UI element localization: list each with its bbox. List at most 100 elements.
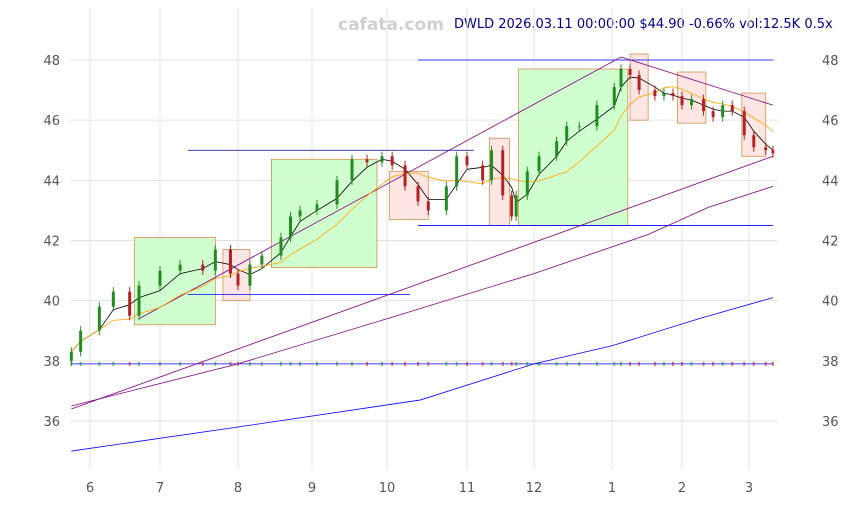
volume-bar (490, 361, 493, 366)
volume-bar (70, 361, 73, 366)
volume-bar (515, 361, 518, 366)
candle (403, 160, 407, 366)
candle-body (158, 270, 162, 286)
volume-bar (501, 361, 504, 366)
candle-body (426, 201, 430, 211)
line-trend-lower (71, 155, 774, 410)
line-trend-upper (138, 56, 774, 320)
volume-bar (445, 361, 448, 366)
volume-bar (289, 361, 292, 366)
y-tick-label-right: 40 (822, 295, 839, 310)
candle-body (612, 87, 616, 106)
candle-body (510, 195, 514, 217)
volume-bar (721, 361, 724, 366)
volume-bar (229, 361, 232, 366)
y-tick-label-left: 48 (43, 54, 60, 69)
candle-body (752, 135, 756, 148)
x-tick-label: 6 (86, 481, 94, 496)
volume-bar (764, 361, 767, 366)
candle (565, 121, 569, 366)
x-tick-label: 7 (156, 481, 164, 496)
volume-bar (578, 361, 581, 366)
candle (671, 88, 675, 366)
candle-body (702, 99, 706, 112)
candle-body (555, 141, 559, 157)
candle (178, 260, 182, 366)
x-tick-label: 2 (678, 481, 686, 496)
volume-bar (526, 361, 529, 366)
volume-bar (752, 361, 755, 366)
candle-body (525, 171, 529, 196)
candle (335, 175, 339, 366)
candle (628, 64, 632, 366)
candle-body (711, 111, 715, 118)
candle (315, 199, 319, 366)
candle-body (577, 126, 581, 128)
candle-body (315, 204, 319, 211)
candle-body (137, 285, 141, 316)
volume-bar (455, 361, 458, 366)
candle-body (764, 147, 768, 151)
volume-bar (159, 361, 161, 366)
volume-bar (662, 361, 665, 366)
y-tick-label-right: 48 (822, 54, 839, 69)
volume-bar (731, 361, 734, 366)
candle (416, 181, 420, 366)
candle (97, 302, 101, 366)
x-tick-label: 10 (379, 481, 396, 496)
candle-body (380, 156, 384, 163)
candle-body (279, 237, 283, 256)
volume-bar (565, 361, 568, 366)
candle-body (260, 255, 264, 265)
volume-bar (391, 361, 394, 366)
candle-body (771, 150, 775, 154)
candle-body (69, 351, 73, 361)
candle (69, 347, 73, 366)
line-ma-mid (71, 86, 774, 353)
candle (612, 82, 616, 366)
candle-body (403, 165, 407, 187)
candle (501, 145, 505, 366)
candle-body (680, 96, 684, 106)
x-tick-label: 1 (608, 481, 616, 496)
y-tick-label-left: 36 (43, 415, 60, 430)
volume-bar (79, 361, 82, 366)
y-tick-label-right: 44 (822, 174, 839, 189)
candle-body (690, 99, 694, 106)
candle-body (97, 306, 101, 331)
candle-body (390, 156, 394, 166)
candle (79, 326, 83, 366)
volume-bar (248, 361, 251, 366)
candle (730, 100, 734, 366)
y-tick-label-left: 40 (43, 295, 60, 310)
candle-body (201, 264, 205, 271)
candle-body (637, 75, 641, 91)
candle-body (79, 330, 83, 352)
volume-bar (712, 361, 715, 366)
volume-bar (366, 361, 368, 366)
candle-body (721, 105, 725, 118)
volume-bar (279, 361, 282, 366)
candle (514, 190, 518, 366)
candle (490, 145, 494, 366)
candle (137, 281, 141, 366)
volume-bar (613, 361, 616, 366)
candle-body (653, 90, 657, 97)
candle-body (350, 159, 354, 181)
x-tick-label: 3 (745, 481, 753, 496)
candle (481, 160, 485, 366)
candle-body (730, 105, 734, 112)
candle-body (465, 156, 469, 166)
candle-body (335, 180, 339, 205)
range-box-down (741, 92, 767, 157)
candle-body (455, 156, 459, 187)
volume-bar (138, 361, 140, 366)
candle (653, 85, 657, 366)
volume-bar (690, 361, 693, 366)
candle (680, 91, 684, 366)
candle-body (365, 159, 369, 163)
candle (380, 151, 384, 366)
candle-body (248, 264, 252, 286)
candle (365, 154, 369, 366)
candle (111, 287, 115, 366)
